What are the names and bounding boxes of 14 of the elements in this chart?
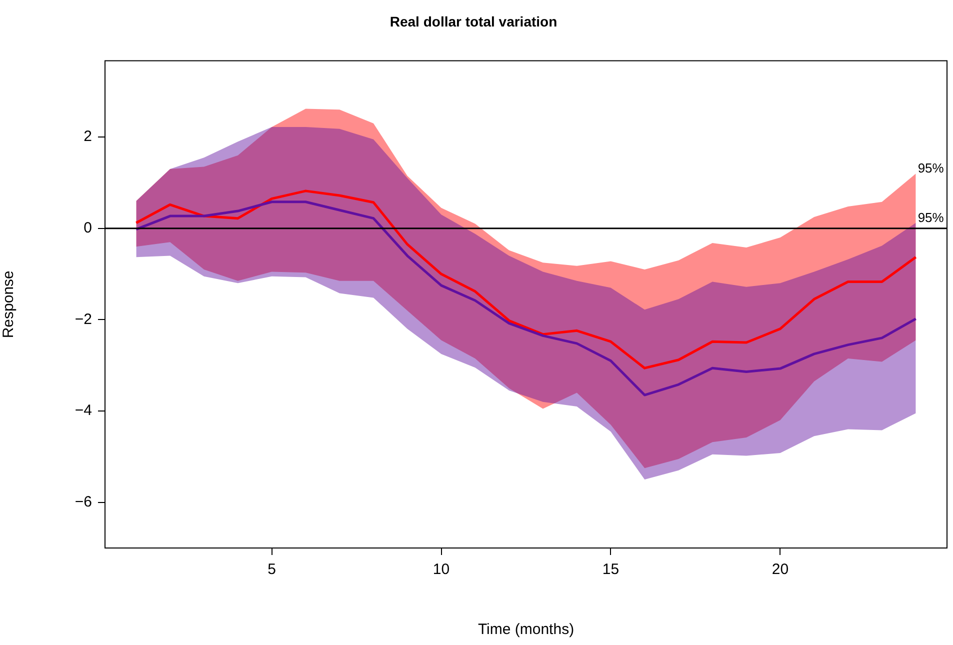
x-tick-label: 20 [772, 561, 789, 578]
x-tick-label: 5 [268, 561, 276, 578]
x-tick-label: 10 [432, 561, 450, 578]
x-axis-title: Time (months) [478, 621, 574, 638]
annotation: 95% [918, 210, 944, 225]
y-axis-title: Response [0, 270, 18, 338]
chart-title: Real dollar total variation [390, 13, 558, 30]
annotation: 95% [918, 160, 944, 176]
y-tick-label: 0 [84, 220, 92, 237]
y-tick-label: −2 [74, 310, 92, 328]
x-tick-label: 15 [602, 561, 620, 578]
y-tick-label: 2 [84, 128, 92, 146]
y-tick-label: −4 [74, 402, 92, 420]
y-tick-label: −6 [74, 493, 92, 510]
